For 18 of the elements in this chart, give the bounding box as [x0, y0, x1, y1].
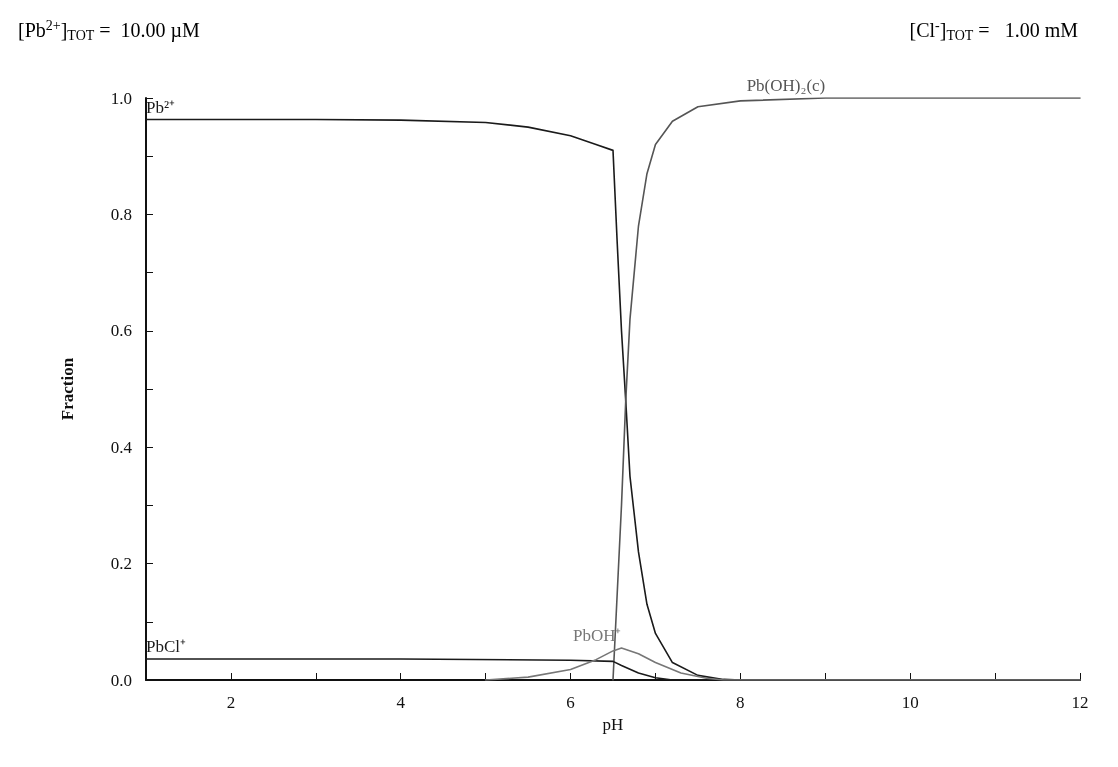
y-tick-label: 0.6	[110, 321, 132, 341]
line-series	[484, 647, 1081, 681]
x-axis-title: pH	[602, 714, 624, 734]
series-label: Pb(OH)₂(c)	[746, 76, 826, 95]
y-tick-label: 0.0	[110, 670, 132, 690]
y-tick-label: 0.4	[110, 437, 133, 457]
y-tick-label: 0.8	[110, 204, 132, 224]
x-tick-label: 12	[1071, 693, 1089, 712]
x-tick-label: 4	[396, 693, 406, 712]
x-tick-label: 2	[226, 693, 236, 712]
y-axis-title: Fraction	[58, 357, 77, 421]
series-label: PbCl⁺	[146, 637, 187, 657]
series-label: Pb²⁺	[146, 97, 176, 117]
x-tick-label: 10	[901, 693, 919, 712]
x-tick-label: 8	[736, 693, 745, 712]
y-tick-label: 0.2	[110, 554, 132, 574]
x-tick-label: 6	[566, 693, 575, 712]
y-tick-label: 1.0	[110, 88, 132, 108]
